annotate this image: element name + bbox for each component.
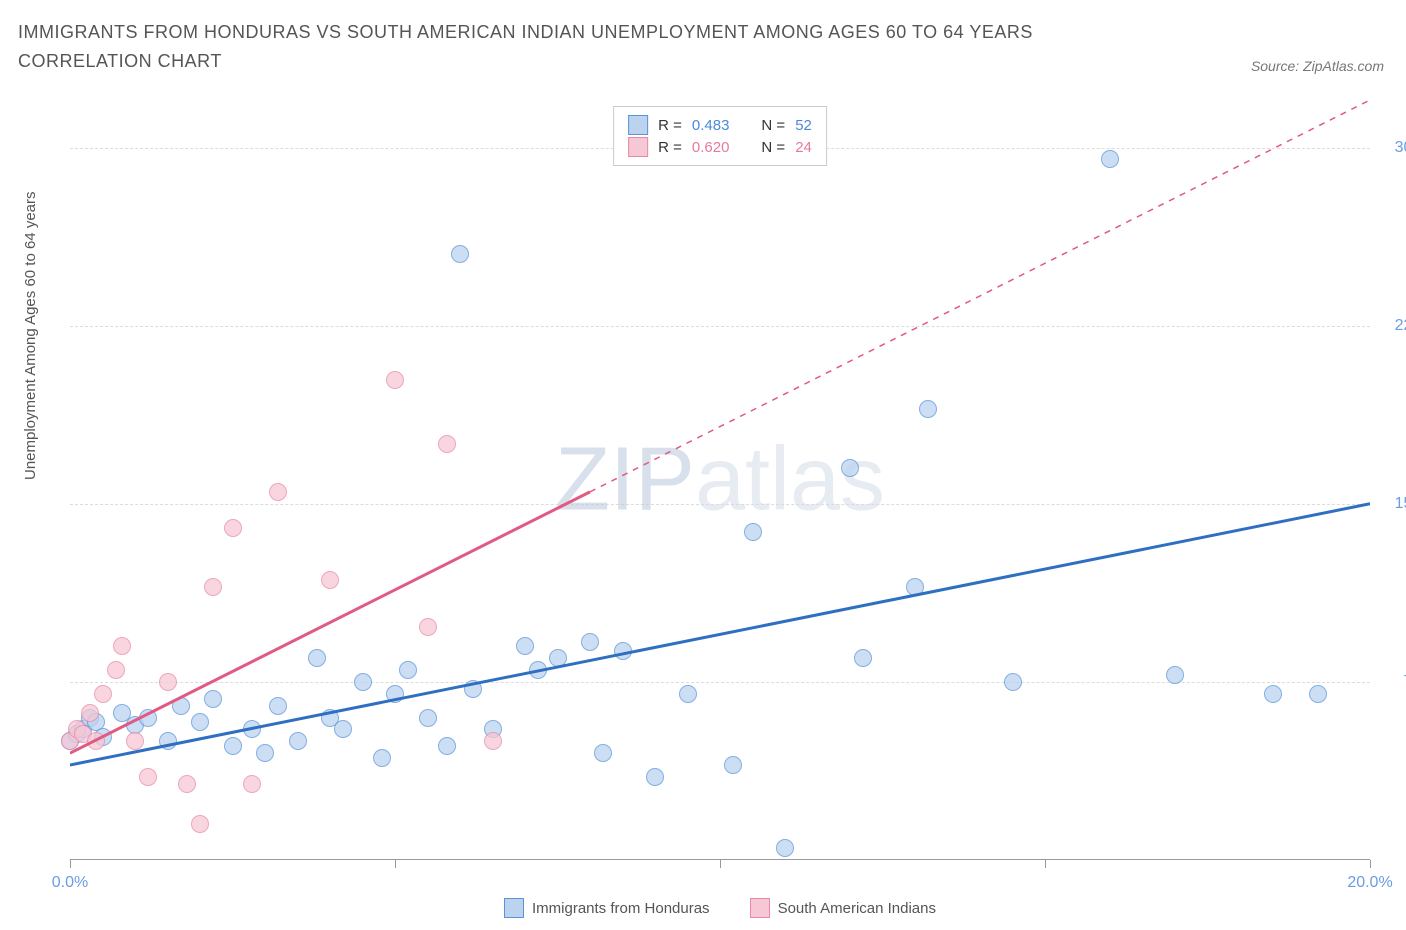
data-point	[334, 720, 352, 738]
data-point	[724, 756, 742, 774]
legend-series-item: Immigrants from Honduras	[504, 898, 710, 918]
plot-area: ZIPatlas R =0.483N =52R =0.620N =24 7.5%…	[70, 100, 1370, 860]
legend-r-value: 0.483	[692, 117, 730, 134]
chart-title: IMMIGRANTS FROM HONDURAS VS SOUTH AMERIC…	[18, 18, 1118, 76]
data-point	[256, 744, 274, 762]
data-point	[172, 697, 190, 715]
legend-swatch	[504, 898, 524, 918]
x-tick	[70, 860, 71, 868]
data-point	[87, 732, 105, 750]
legend-n-value: 52	[795, 117, 812, 134]
data-point	[614, 642, 632, 660]
data-point	[191, 815, 209, 833]
data-point	[354, 673, 372, 691]
data-point	[243, 720, 261, 738]
data-point	[81, 704, 99, 722]
watermark: ZIPatlas	[555, 429, 885, 532]
y-tick-label: 22.5%	[1395, 317, 1406, 335]
source-attribution: Source: ZipAtlas.com	[1251, 58, 1384, 74]
data-point	[308, 649, 326, 667]
legend-series-label: Immigrants from Honduras	[532, 900, 710, 917]
x-tick-label: 0.0%	[52, 874, 88, 892]
y-axis-label: Unemployment Among Ages 60 to 64 years	[22, 191, 39, 480]
x-tick	[395, 860, 396, 868]
data-point	[438, 435, 456, 453]
data-point	[854, 649, 872, 667]
legend-swatch	[628, 137, 648, 157]
data-point	[159, 732, 177, 750]
grid-line	[70, 326, 1370, 327]
data-point	[224, 519, 242, 537]
data-point	[581, 633, 599, 651]
data-point	[594, 744, 612, 762]
data-point	[204, 578, 222, 596]
legend-swatch	[750, 898, 770, 918]
legend-r-value: 0.620	[692, 139, 730, 156]
x-tick	[1370, 860, 1371, 868]
legend-series-label: South American Indians	[778, 900, 936, 917]
data-point	[113, 637, 131, 655]
data-point	[419, 618, 437, 636]
y-tick-label: 15.0%	[1395, 495, 1406, 513]
data-point	[386, 371, 404, 389]
grid-line	[70, 504, 1370, 505]
data-point	[1166, 666, 1184, 684]
data-point	[1309, 685, 1327, 703]
data-point	[107, 661, 125, 679]
legend-swatch	[628, 115, 648, 135]
legend-correlation-row: R = 0.483 N = 52	[628, 115, 812, 135]
data-point	[386, 685, 404, 703]
data-point	[139, 709, 157, 727]
data-point	[919, 400, 937, 418]
data-point	[269, 697, 287, 715]
data-point	[321, 571, 339, 589]
data-point	[484, 732, 502, 750]
data-point	[373, 749, 391, 767]
legend-series: Immigrants from Honduras South American I…	[70, 898, 1370, 918]
legend-correlation: R = 0.483 N = 52 R = 0.620 N = 24	[613, 106, 827, 166]
data-point	[516, 637, 534, 655]
data-point	[776, 839, 794, 857]
data-point	[204, 690, 222, 708]
data-point	[1264, 685, 1282, 703]
data-point	[243, 775, 261, 793]
legend-n-label: N =	[761, 139, 785, 156]
legend-r-label: R =	[658, 117, 682, 134]
data-point	[399, 661, 417, 679]
data-point	[191, 713, 209, 731]
legend-n-value: 24	[795, 139, 812, 156]
data-point	[289, 732, 307, 750]
data-point	[94, 685, 112, 703]
legend-series-item: South American Indians	[750, 898, 936, 918]
data-point	[224, 737, 242, 755]
y-tick-label: 30.0%	[1395, 139, 1406, 157]
data-point	[549, 649, 567, 667]
x-tick	[1045, 860, 1046, 868]
data-point	[1101, 150, 1119, 168]
data-point	[906, 578, 924, 596]
data-point	[451, 245, 469, 263]
data-point	[744, 523, 762, 541]
legend-n-label: N =	[761, 117, 785, 134]
header: IMMIGRANTS FROM HONDURAS VS SOUTH AMERIC…	[18, 18, 1388, 76]
data-point	[646, 768, 664, 786]
data-point	[438, 737, 456, 755]
data-point	[159, 673, 177, 691]
legend-r-label: R =	[658, 139, 682, 156]
x-tick	[720, 860, 721, 868]
data-point	[529, 661, 547, 679]
data-point	[269, 483, 287, 501]
data-point	[679, 685, 697, 703]
x-tick-label: 20.0%	[1347, 874, 1392, 892]
data-point	[1004, 673, 1022, 691]
data-point	[126, 732, 144, 750]
data-point	[139, 768, 157, 786]
data-point	[178, 775, 196, 793]
legend-correlation-row: R = 0.620 N = 24	[628, 137, 812, 157]
data-point	[464, 680, 482, 698]
data-point	[841, 459, 859, 477]
data-point	[419, 709, 437, 727]
